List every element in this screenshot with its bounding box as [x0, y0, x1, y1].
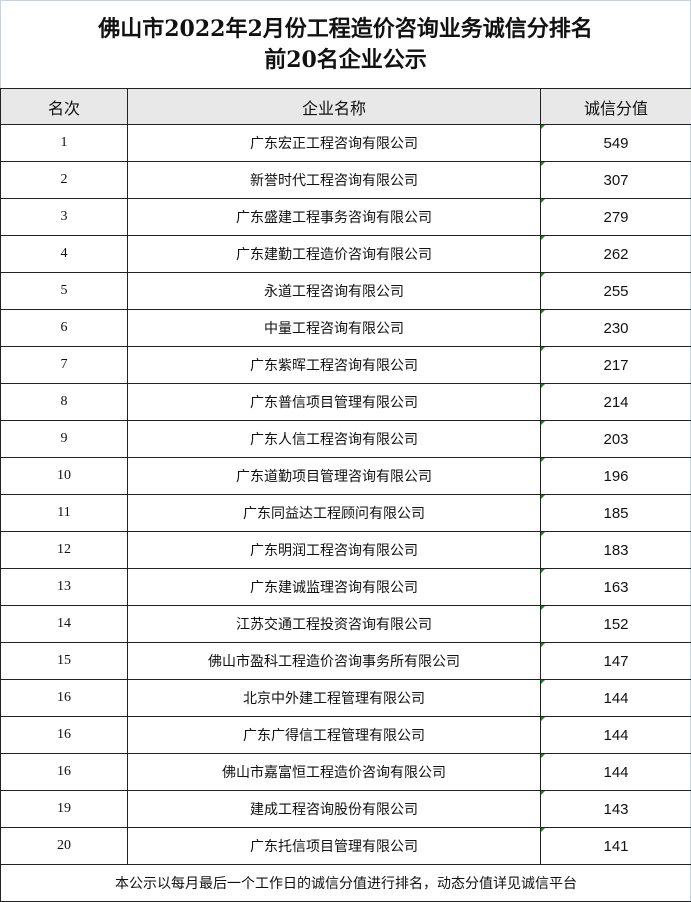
table-row: 12 广东明润工程咨询有限公司 183 [0, 531, 691, 569]
header-row: 名次 企业名称 诚信分值 [0, 88, 691, 125]
score-cell: 196 [540, 457, 691, 495]
score-cell: 230 [540, 309, 691, 347]
table-row: 7 广东紫晖工程咨询有限公司 217 [0, 346, 691, 384]
company-cell: 广东托信项目管理有限公司 [127, 827, 541, 865]
rank-cell: 2 [0, 161, 128, 199]
score-cell: 147 [540, 642, 691, 680]
rank-cell: 20 [0, 827, 128, 865]
table-row: 16 广东广得信工程管理有限公司 144 [0, 716, 691, 754]
rank-cell: 9 [0, 420, 128, 458]
company-cell: 广东宏正工程咨询有限公司 [127, 124, 541, 162]
table-row: 2 新誉时代工程咨询有限公司 307 [0, 161, 691, 199]
score-cell: 549 [540, 124, 691, 162]
score-cell: 144 [540, 679, 691, 717]
rank-cell: 10 [0, 457, 128, 495]
score-cell: 262 [540, 235, 691, 273]
company-cell: 永道工程咨询有限公司 [127, 272, 541, 310]
rank-cell: 7 [0, 346, 128, 384]
table-row: 8 广东普信项目管理有限公司 214 [0, 383, 691, 421]
rank-cell: 5 [0, 272, 128, 310]
score-cell: 255 [540, 272, 691, 310]
company-cell: 佛山市盈科工程造价咨询事务所有限公司 [127, 642, 541, 680]
table-row: 15 佛山市盈科工程造价咨询事务所有限公司 147 [0, 642, 691, 680]
title-line-1: 佛山市2022年2月份工程造价咨询业务诚信分排名 [98, 15, 593, 42]
rank-cell: 16 [0, 753, 128, 791]
company-cell: 广东道勤项目管理咨询有限公司 [127, 457, 541, 495]
score-cell: 183 [540, 531, 691, 569]
company-cell: 北京中外建工程管理有限公司 [127, 679, 541, 717]
table-row: 10 广东道勤项目管理咨询有限公司 196 [0, 457, 691, 495]
ranking-table: 名次 企业名称 诚信分值 1 广东宏正工程咨询有限公司 549 2 新誉时代工程咨询有限… [0, 88, 691, 902]
score-cell: 185 [540, 494, 691, 532]
score-cell: 163 [540, 568, 691, 606]
header-score: 诚信分值 [540, 88, 691, 125]
rank-cell: 14 [0, 605, 128, 643]
header-company: 企业名称 [127, 88, 541, 125]
rank-cell: 6 [0, 309, 128, 347]
company-cell: 广东普信项目管理有限公司 [127, 383, 541, 421]
table-row: 16 佛山市嘉富恒工程造价咨询有限公司 144 [0, 753, 691, 791]
rank-cell: 12 [0, 531, 128, 569]
company-cell: 广东盛建工程事务咨询有限公司 [127, 198, 541, 236]
rank-cell: 4 [0, 235, 128, 273]
table-row: 11 广东同益达工程顾问有限公司 185 [0, 494, 691, 532]
company-cell: 广东同益达工程顾问有限公司 [127, 494, 541, 532]
document-title: 佛山市2022年2月份工程造价咨询业务诚信分排名 前20名企业公示 [1, 1, 690, 88]
table-row: 9 广东人信工程咨询有限公司 203 [0, 420, 691, 458]
rank-cell: 11 [0, 494, 128, 532]
score-cell: 144 [540, 716, 691, 754]
rank-cell: 19 [0, 790, 128, 828]
table-row: 13 广东建诚监理咨询有限公司 163 [0, 568, 691, 606]
company-cell: 中量工程咨询有限公司 [127, 309, 541, 347]
rank-cell: 16 [0, 679, 128, 717]
company-cell: 广东明润工程咨询有限公司 [127, 531, 541, 569]
company-cell: 广东广得信工程管理有限公司 [127, 716, 541, 754]
header-rank: 名次 [0, 88, 128, 125]
rank-cell: 1 [0, 124, 128, 162]
score-cell: 307 [540, 161, 691, 199]
score-cell: 152 [540, 605, 691, 643]
footer-note: 本公示以每月最后一个工作日的诚信分值进行排名，动态分值详见诚信平台 [0, 864, 691, 902]
rank-cell: 13 [0, 568, 128, 606]
rank-cell: 3 [0, 198, 128, 236]
score-cell: 141 [540, 827, 691, 865]
company-cell: 广东建诚监理咨询有限公司 [127, 568, 541, 606]
table-row: 14 江苏交通工程投资咨询有限公司 152 [0, 605, 691, 643]
score-cell: 217 [540, 346, 691, 384]
score-cell: 279 [540, 198, 691, 236]
title-line-2: 前20名企业公示 [264, 46, 427, 73]
score-cell: 144 [540, 753, 691, 791]
company-cell: 广东建勤工程造价咨询有限公司 [127, 235, 541, 273]
company-cell: 新誉时代工程咨询有限公司 [127, 161, 541, 199]
rank-cell: 16 [0, 716, 128, 754]
footer-row: 本公示以每月最后一个工作日的诚信分值进行排名，动态分值详见诚信平台 [0, 864, 691, 902]
table-row: 3 广东盛建工程事务咨询有限公司 279 [0, 198, 691, 236]
table-row: 6 中量工程咨询有限公司 230 [0, 309, 691, 347]
score-cell: 214 [540, 383, 691, 421]
score-cell: 203 [540, 420, 691, 458]
table-row: 5 永道工程咨询有限公司 255 [0, 272, 691, 310]
table-row: 4 广东建勤工程造价咨询有限公司 262 [0, 235, 691, 273]
company-cell: 佛山市嘉富恒工程造价咨询有限公司 [127, 753, 541, 791]
table-row: 20 广东托信项目管理有限公司 141 [0, 827, 691, 865]
score-cell: 143 [540, 790, 691, 828]
table-row: 19 建成工程咨询股份有限公司 143 [0, 790, 691, 828]
table-row: 1 广东宏正工程咨询有限公司 549 [0, 124, 691, 162]
rank-cell: 8 [0, 383, 128, 421]
company-cell: 广东人信工程咨询有限公司 [127, 420, 541, 458]
company-cell: 江苏交通工程投资咨询有限公司 [127, 605, 541, 643]
table-row: 16 北京中外建工程管理有限公司 144 [0, 679, 691, 717]
rank-cell: 15 [0, 642, 128, 680]
company-cell: 建成工程咨询股份有限公司 [127, 790, 541, 828]
company-cell: 广东紫晖工程咨询有限公司 [127, 346, 541, 384]
